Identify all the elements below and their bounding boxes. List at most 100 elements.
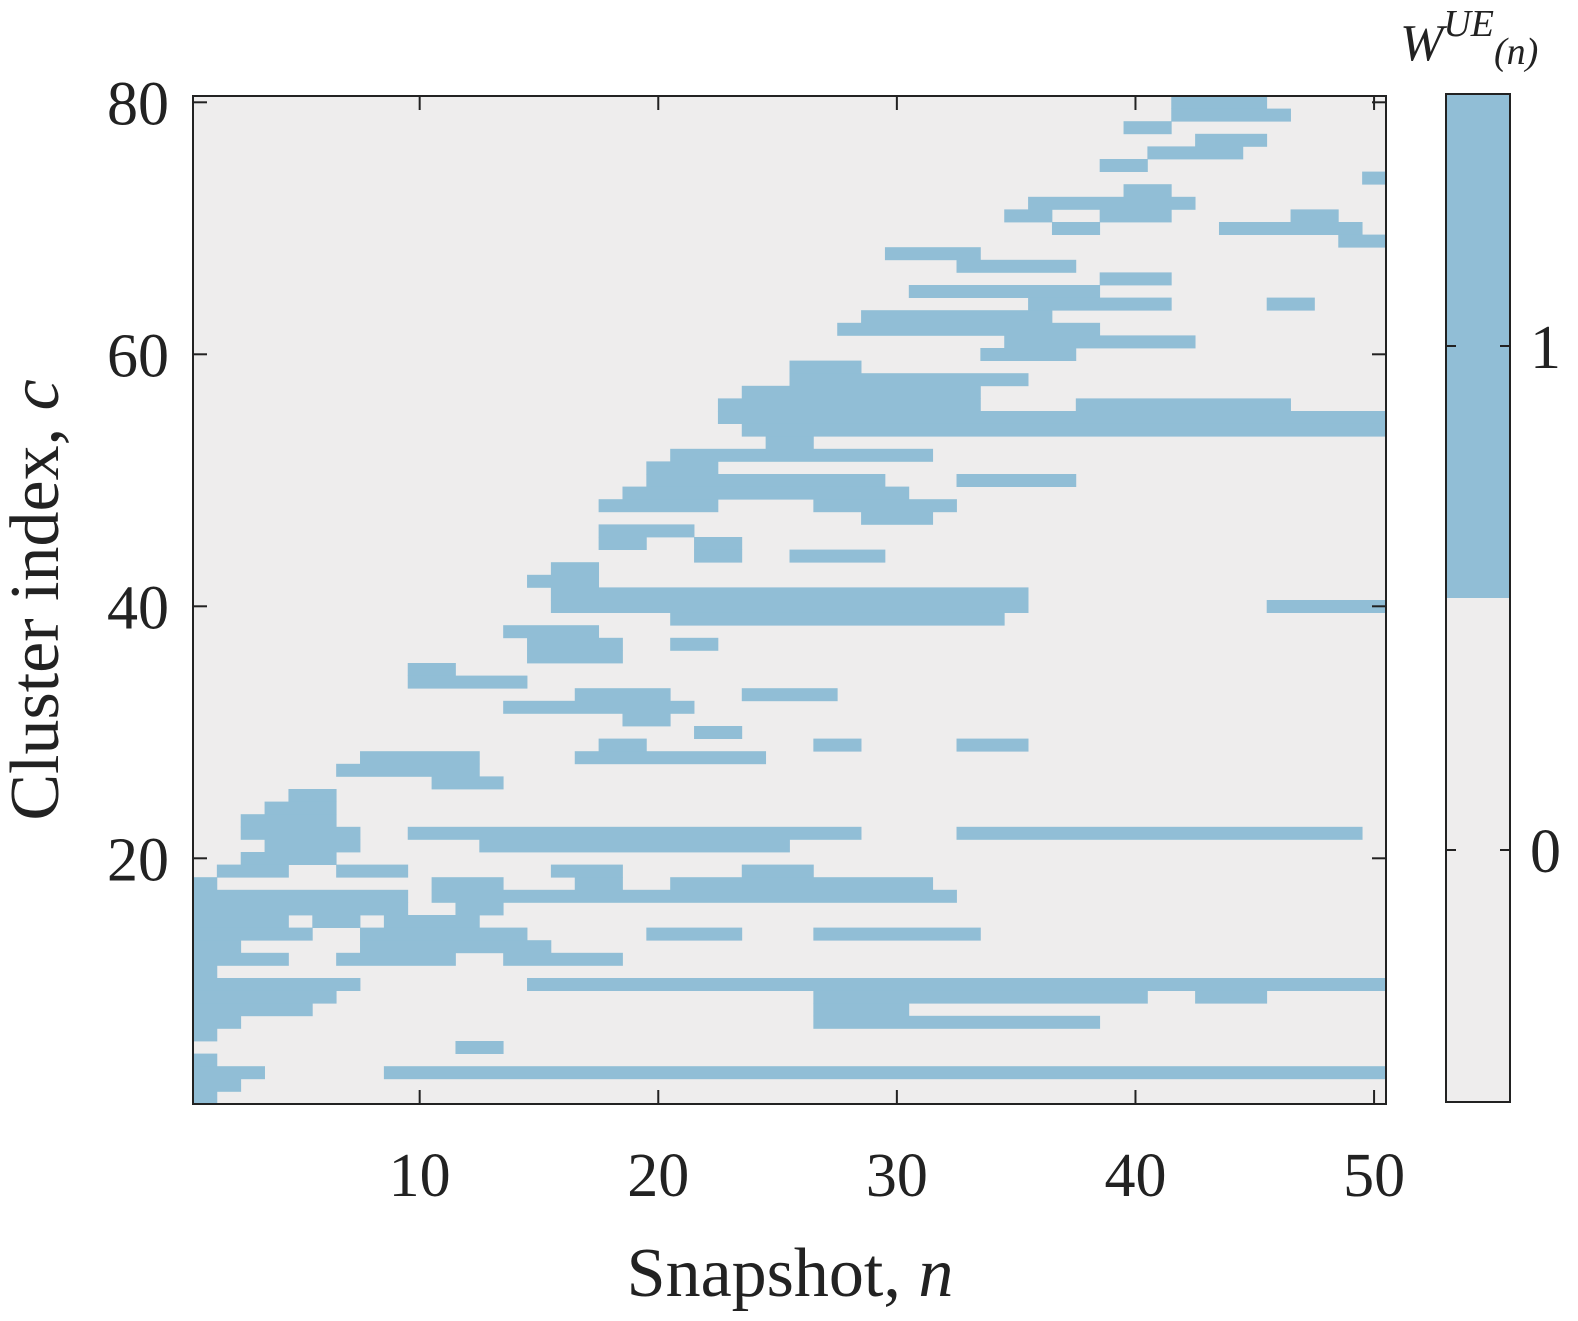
heatmap-cell-run xyxy=(431,877,504,891)
y-tick-label: 80 xyxy=(107,70,169,138)
y-axis-label-text: Cluster index, xyxy=(0,410,74,820)
heatmap-cell-run xyxy=(813,927,981,941)
heatmap-cells xyxy=(193,96,1387,1105)
x-axis-label-text: Snapshot, xyxy=(627,1235,919,1312)
heatmap-cell-run xyxy=(1266,600,1387,613)
colorbar-frame xyxy=(1445,93,1511,1103)
heatmap-cell-run xyxy=(431,776,504,790)
x-tick-label: 30 xyxy=(866,1142,928,1210)
y-tick-label: 60 xyxy=(107,322,169,390)
heatmap-cell-run xyxy=(240,814,337,828)
heatmap-cell-run xyxy=(813,499,957,513)
heatmap-cell-run xyxy=(789,373,1029,387)
heatmap-cell-run xyxy=(527,637,623,651)
plot-frame xyxy=(192,95,1387,1105)
colorbar-label-sup: UE xyxy=(1443,3,1494,45)
x-axis-label: Snapshot, n xyxy=(627,1235,954,1312)
heatmap-cell-run xyxy=(360,927,528,941)
heatmap-cell-run xyxy=(741,688,838,702)
heatmap-cell-run xyxy=(193,1053,218,1067)
heatmap-cell-run xyxy=(574,751,767,765)
heatmap-cell-run xyxy=(193,1028,218,1042)
heatmap-cell-run xyxy=(813,1015,1101,1029)
heatmap-cell-run xyxy=(646,927,743,941)
heatmap-cell-run xyxy=(240,852,337,865)
heatmap-cell-run xyxy=(694,537,743,550)
heatmap-cell-run xyxy=(598,499,719,513)
heatmap-cell-run xyxy=(1171,108,1291,122)
heatmap-cell-run xyxy=(193,877,218,891)
heatmap-cell-run xyxy=(574,877,623,891)
heatmap-cell-run xyxy=(550,864,623,878)
heatmap-cell-run xyxy=(216,864,289,878)
heatmap-cell-run xyxy=(741,423,1387,437)
heatmap-cell-run xyxy=(193,978,361,991)
heatmap-cell-run xyxy=(193,1015,242,1029)
heatmap-cell-run xyxy=(288,789,337,802)
heatmap-cell-run xyxy=(193,915,289,928)
heatmap-cell-run xyxy=(1195,133,1268,147)
axis-tick-labels: 10 20 30 40 50 20 40 60 80 xyxy=(107,70,1405,1210)
heatmap-cell-run xyxy=(312,915,361,928)
colorbar-tick-label: 1 xyxy=(1530,314,1561,382)
x-tick-label: 40 xyxy=(1104,1142,1166,1210)
colorbar-label: WUE(n) xyxy=(1400,3,1538,73)
heatmap-cell-run xyxy=(717,411,1387,424)
colorbar-label-base: W xyxy=(1400,15,1448,72)
heatmap-cell-run xyxy=(193,1078,242,1092)
heatmap-cell-run xyxy=(1338,234,1387,248)
heatmap-cell-run xyxy=(861,310,1053,324)
x-tick-label: 50 xyxy=(1343,1142,1405,1210)
heatmap-cell-run xyxy=(1290,209,1339,223)
heatmap-cell-run xyxy=(789,360,862,374)
heatmap-cell-run xyxy=(503,625,600,639)
heatmap-cell-run xyxy=(193,952,289,966)
heatmap-cell-run xyxy=(884,247,981,261)
heatmap-cell-run xyxy=(861,511,934,525)
heatmap-cell-run xyxy=(1028,196,1196,210)
heatmap-cell-run xyxy=(574,688,671,702)
heatmap-cell-run xyxy=(908,285,1101,298)
heatmap-cell-run xyxy=(694,549,743,563)
heatmap-cell-run xyxy=(670,637,719,651)
heatmap-cell-run xyxy=(479,839,790,853)
x-axis-label-var: n xyxy=(918,1235,953,1312)
heatmap-cell-run xyxy=(407,663,456,676)
heatmap-cell-run xyxy=(1123,121,1172,135)
heatmap-cell-run xyxy=(1266,297,1315,311)
heatmap-cell-run xyxy=(813,1003,910,1017)
heatmap-cell-run xyxy=(240,826,361,840)
heatmap-cell-run xyxy=(360,751,480,765)
heatmap-cell-run xyxy=(550,562,600,576)
heatmap-cell-run xyxy=(1099,159,1148,172)
heatmap-cell-run xyxy=(431,889,957,903)
heatmap-cell-run xyxy=(741,864,814,878)
heatmap-cell-run xyxy=(193,902,409,916)
heatmap-cell-run xyxy=(503,700,695,714)
heatmap-cell-run xyxy=(503,952,623,966)
heatmap-cell-run xyxy=(360,940,552,954)
heatmap-cell-run xyxy=(837,322,1101,336)
heatmap-cell-run xyxy=(646,474,886,487)
heatmap-cell-run xyxy=(1171,96,1268,109)
heatmap-cell-run xyxy=(383,1066,1387,1080)
heatmap-cell-run xyxy=(646,461,719,475)
heatmap-cell-run xyxy=(455,902,504,916)
heatmap-cell-run xyxy=(813,738,862,752)
heatmap-cell-run xyxy=(527,650,623,664)
heatmap-cell-run xyxy=(670,448,934,462)
heatmap-cell-run xyxy=(407,826,862,840)
heatmap-cell-run xyxy=(527,978,1387,991)
heatmap-cell-run xyxy=(550,587,1029,601)
heatmap-cell-run xyxy=(550,600,1029,613)
heatmap-cell-run xyxy=(956,259,1077,273)
y-axis-label: Cluster index, c xyxy=(0,379,74,820)
heatmap-cell-run xyxy=(670,877,934,891)
x-tick-label: 10 xyxy=(389,1142,451,1210)
heatmap-cell-run xyxy=(1195,990,1268,1004)
heatmap-cell-run xyxy=(956,738,1029,752)
heatmap-cell-run xyxy=(1004,335,1196,349)
heatmap-cell-run xyxy=(193,1003,313,1017)
heatmap-cell-run xyxy=(980,348,1077,361)
